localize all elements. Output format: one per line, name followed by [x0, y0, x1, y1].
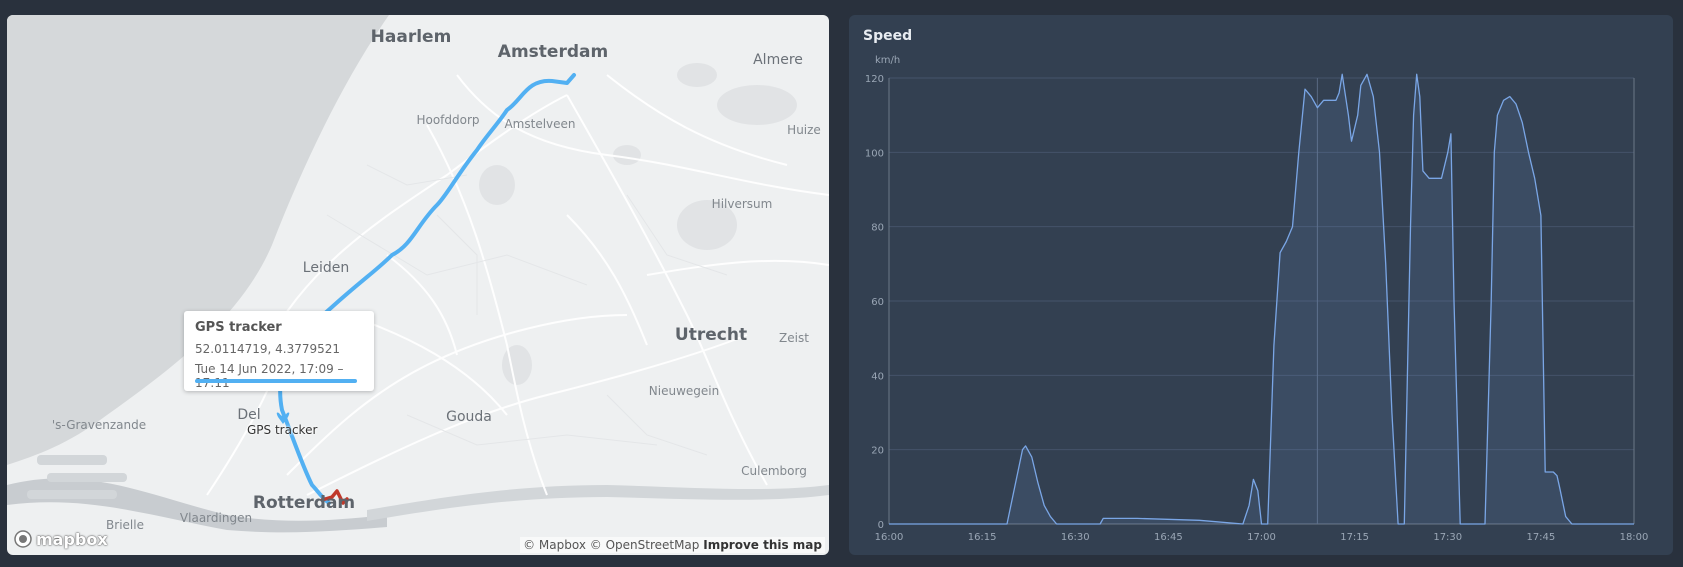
city-label-nieuwegein: Nieuwegein	[648, 384, 720, 398]
city-label-amsterdam: Amsterdam	[497, 42, 609, 62]
city-label-leiden: Leiden	[302, 260, 350, 276]
gps-marker-icon	[276, 412, 290, 424]
city-label-rotterdam: Rotterdam	[252, 493, 356, 513]
city-label-hilversum: Hilversum	[711, 197, 773, 211]
popup-time-range: Tue 14 Jun 2022, 17:09 – 17:11	[195, 362, 344, 390]
popup-progress-bar	[195, 379, 357, 383]
map-canvas[interactable]	[7, 15, 829, 555]
x-tick-label: 17:30	[1433, 532, 1462, 543]
x-tick-label: 17:00	[1247, 532, 1276, 543]
city-label-almere: Almere	[753, 52, 803, 68]
y-tick-label: 60	[871, 297, 884, 308]
highlight-segment	[320, 489, 349, 505]
city-label-haarlem: Haarlem	[370, 27, 452, 47]
speed-chart[interactable]: km/h 0 20 40 60 80 100 120 16:00 16:15 16:30 16:45 1…	[849, 15, 1673, 555]
x-tick-label: 17:15	[1340, 532, 1369, 543]
x-tick-label: 17:45	[1526, 532, 1555, 543]
city-label-huize: Huize	[787, 123, 821, 137]
city-label-hoofddorp: Hoofddorp	[416, 113, 480, 127]
gps-popup[interactable]: GPS tracker 52.0114719, 4.3779521 Tue 14…	[184, 311, 374, 391]
speed-line	[889, 73, 1634, 525]
city-label-culemborg: Culemborg	[741, 464, 807, 478]
marker-label: GPS tracker	[247, 423, 318, 437]
x-tick-label: 16:45	[1154, 532, 1183, 543]
x-tick-label: 18:00	[1620, 532, 1649, 543]
speed-panel: Speed km/h 0 20 40 60 80 100 120 16:00 16:15 16:30…	[849, 15, 1673, 555]
city-label-gouda: Gouda	[446, 409, 492, 425]
city-label-amstelveen: Amstelveen	[504, 117, 576, 131]
y-tick-label: 80	[871, 223, 884, 234]
y-tick-label: 0	[878, 520, 884, 531]
x-tick-label: 16:00	[875, 532, 904, 543]
city-label--s-gravenzande: 's-Gravenzande	[51, 418, 147, 432]
city-label-vlaardingen: Vlaardingen	[179, 511, 253, 525]
y-axis-unit: km/h	[875, 55, 900, 66]
mapbox-logo[interactable]: mapbox	[13, 529, 108, 549]
y-tick-label: 100	[865, 148, 884, 159]
popup-title: GPS tracker	[195, 320, 282, 335]
map-panel[interactable]: Haarlem Amsterdam Almere Hoofddorp Amstelvee…	[7, 15, 829, 555]
improve-map-link[interactable]: Improve this map	[703, 538, 822, 552]
y-tick-label: 120	[865, 74, 884, 85]
gps-route	[278, 73, 576, 505]
mapbox-logo-text: mapbox	[36, 529, 108, 549]
speed-area	[889, 74, 1634, 525]
y-tick-label: 40	[871, 371, 884, 382]
attribution-copyright[interactable]: © Mapbox © OpenStreetMap	[523, 538, 700, 552]
mapbox-logo-icon	[14, 530, 32, 548]
map-attribution: © Mapbox © OpenStreetMap Improve this ma…	[520, 537, 825, 553]
x-tick-label: 16:15	[968, 532, 997, 543]
city-label-utrecht: Utrecht	[674, 325, 748, 345]
popup-coordinates: 52.0114719, 4.3779521	[195, 342, 341, 356]
city-label-zeist: Zeist	[779, 331, 809, 345]
speed-title: Speed	[863, 28, 913, 44]
x-tick-label: 16:30	[1061, 532, 1090, 543]
city-label-brielle: Brielle	[106, 518, 144, 532]
city-label-del: Del	[237, 407, 261, 423]
y-tick-label: 20	[871, 446, 884, 457]
